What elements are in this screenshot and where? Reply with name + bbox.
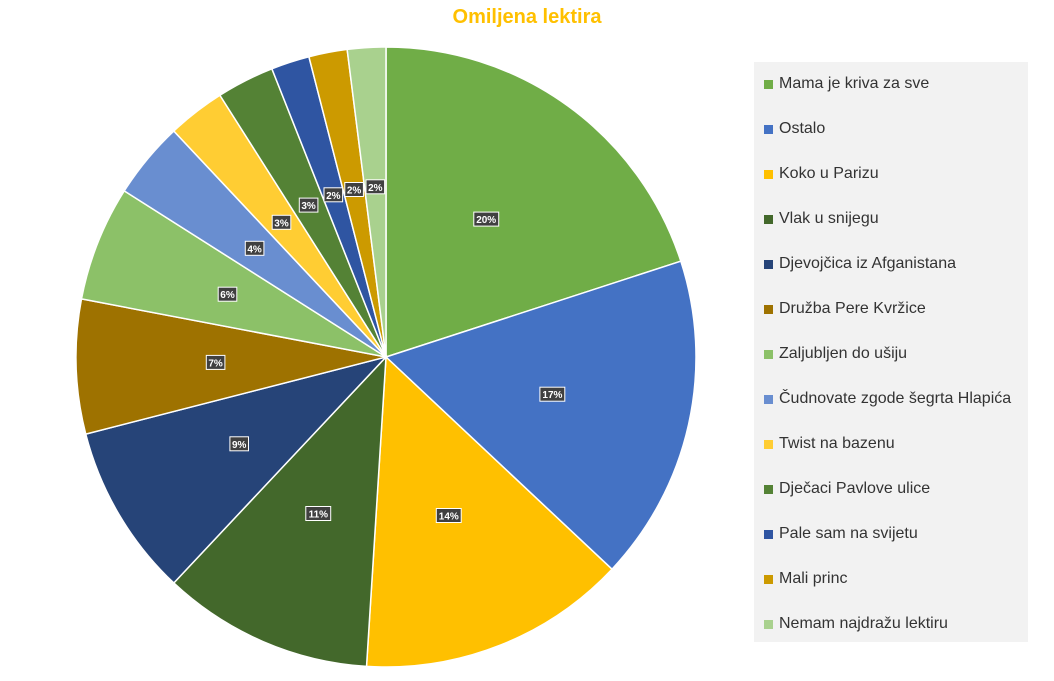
svg-text:3%: 3% xyxy=(301,201,316,212)
legend-label: Čudnovate zgode šegrta Hlapića xyxy=(779,390,1012,407)
legend-swatch xyxy=(764,484,773,494)
legend-swatch xyxy=(764,169,773,179)
pie-slice-koko-u-parizu xyxy=(365,355,614,668)
legend-label: Vlak u snijegu xyxy=(779,210,879,227)
data-label-djecaci-pavlove-ulice: 3% xyxy=(298,197,319,213)
svg-text:14%: 14% xyxy=(439,512,459,523)
legend-entry-twist-na-bazenu: Twist na bazenu xyxy=(764,434,895,454)
pie-slice-vlak-u-snijegu xyxy=(172,354,387,668)
legend-swatch xyxy=(764,259,773,269)
svg-text:6%: 6% xyxy=(220,290,235,301)
svg-text:9%: 9% xyxy=(232,440,247,451)
legend-swatch xyxy=(764,304,773,314)
data-label-pale-sam-na-svijetu: 2% xyxy=(323,187,344,203)
legend-swatch xyxy=(764,79,773,89)
legend-entry-djecaci-pavlove-ulice: Dječaci Pavlove ulice xyxy=(764,479,930,499)
data-label-ostalo: 17% xyxy=(539,386,566,402)
data-label-koko-u-parizu: 14% xyxy=(435,508,462,523)
pie-slices xyxy=(75,46,697,668)
legend-label: Zaljubljen do ušiju xyxy=(779,345,908,362)
legend-swatch xyxy=(764,394,773,404)
data-label-druzba-pere-kvrzice: 7% xyxy=(205,354,226,370)
legend-swatch xyxy=(764,124,773,134)
legend-swatch xyxy=(764,574,773,584)
svg-text:4%: 4% xyxy=(247,244,262,255)
legend-entry-nemam-najdrazu-lektiru: Nemam najdražu lektiru xyxy=(764,614,948,634)
data-label-twist-na-bazenu: 3% xyxy=(271,214,292,230)
legend-entry-vlak-u-snijegu: Vlak u snijegu xyxy=(764,209,879,229)
svg-text:11%: 11% xyxy=(309,510,329,521)
pie-slice-ostalo xyxy=(384,260,697,571)
chart-title: Omiljena lektira xyxy=(452,6,602,28)
svg-text:2%: 2% xyxy=(347,186,362,197)
legend-label: Mali princ xyxy=(779,570,848,587)
data-label-nemam-najdrazu-lektiru: 2% xyxy=(365,179,386,195)
legend-label: Nemam najdražu lektiru xyxy=(779,615,948,632)
legend-label: Twist na bazenu xyxy=(779,435,895,452)
legend-entry-zaljubljen-do-usiju: Zaljubljen do ušiju xyxy=(764,344,907,364)
legend-entry-djevojcica-iz-afganistana: Djevojčica iz Afganistana xyxy=(764,254,956,274)
legend: Mama je kriva za sve Ostalo Koko u Parizu V… xyxy=(754,62,1028,642)
pie-slice-djevojcica-iz-afganistana xyxy=(84,355,389,585)
svg-text:17%: 17% xyxy=(542,390,562,401)
legend-label: Družba Pere Kvržice xyxy=(779,300,926,317)
pie-slice-druzba-pere-kvrzice xyxy=(75,298,387,436)
svg-text:7%: 7% xyxy=(208,358,223,369)
legend-label: Dječaci Pavlove ulice xyxy=(779,480,931,497)
legend-swatch xyxy=(764,349,773,359)
legend-swatch xyxy=(764,529,773,539)
svg-text:3%: 3% xyxy=(274,218,289,229)
legend-entry-druzba-pere-kvrzice: Družba Pere Kvržice xyxy=(764,299,926,319)
svg-text:2%: 2% xyxy=(326,191,341,202)
legend-entry-mama-je-kriva-za-sve: Mama je kriva za sve xyxy=(764,74,929,94)
legend-swatch xyxy=(764,214,773,224)
svg-text:20%: 20% xyxy=(476,215,496,226)
pie-slice-nemam-najdrazu-lektiru xyxy=(346,46,387,358)
legend-swatch xyxy=(764,619,773,629)
data-label-zaljubljen-do-usiju: 6% xyxy=(217,286,238,302)
svg-text:2%: 2% xyxy=(368,183,383,194)
legend-entry-cudnovate-zgode-segrta-hlapica: Čudnovate zgode šegrta Hlapića xyxy=(764,389,1011,409)
legend-entry-koko-u-parizu: Koko u Parizu xyxy=(764,164,879,184)
pie-slice-mama-je-kriva-za-sve xyxy=(385,46,682,359)
legend-label: Mama je kriva za sve xyxy=(779,75,930,92)
legend-swatch xyxy=(764,439,773,449)
legend-entry-pale-sam-na-svijetu: Pale sam na svijetu xyxy=(764,524,918,544)
data-label-cudnovate-zgode-segrta-hlapica: 4% xyxy=(244,240,265,256)
data-label-djevojcica-iz-afganistana: 9% xyxy=(229,436,249,452)
legend-label: Koko u Parizu xyxy=(779,165,879,182)
pie-chart: 20% 17% 14% 11% 9% 7% 6% 4% 3% 3% 2% 2% 2% xyxy=(75,46,697,668)
pie-data-labels: 20% 17% 14% 11% 9% 7% 6% 4% 3% 3% 2% 2% 2% xyxy=(205,179,566,523)
legend-entry-ostalo: Ostalo xyxy=(764,119,825,139)
legend-label: Djevojčica iz Afganistana xyxy=(779,255,956,272)
legend-entry-mali-princ: Mali princ xyxy=(764,569,847,589)
legend-label: Ostalo xyxy=(779,120,826,137)
data-label-mama-je-kriva-za-sve: 20% xyxy=(473,211,500,227)
legend-label: Pale sam na svijetu xyxy=(779,525,918,542)
data-label-vlak-u-snijegu: 11% xyxy=(305,506,332,521)
data-label-mali-princ: 2% xyxy=(344,182,364,197)
